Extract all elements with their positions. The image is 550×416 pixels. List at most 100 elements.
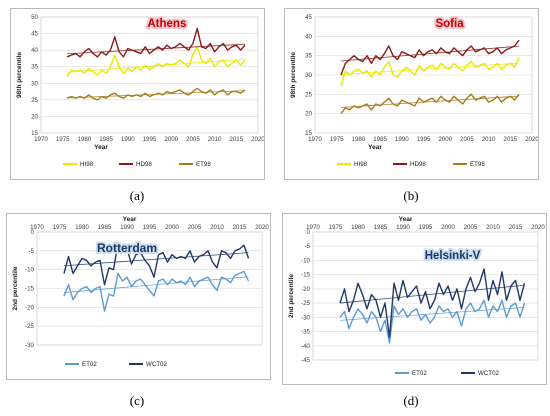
x-tick-label: 2015	[509, 224, 523, 231]
y-axis-label: 2nd percentile	[288, 274, 295, 318]
series-line-hd98	[340, 39, 520, 76]
y-tick-label: -40	[301, 343, 311, 350]
x-tick-label: 1990	[121, 136, 135, 143]
trend-line-et98	[341, 95, 520, 108]
x-tick-label: 1975	[329, 224, 343, 231]
y-tick-label: -5	[28, 248, 34, 255]
x-tick-label: 1970	[34, 136, 48, 143]
x-tick-label: 1980	[78, 136, 92, 143]
chart-panel-rotterdam: 0 -5 -10 -15 -20 -25 -30 1970 1975 1980 1985 1990 19…	[6, 213, 271, 380]
trend-line-et02	[339, 307, 525, 321]
y-tick-label: 25	[305, 91, 312, 98]
series-line-et98	[340, 93, 520, 115]
y-tick-label: 35	[31, 64, 38, 71]
y-tick-label: 45	[305, 14, 312, 21]
legend-label: HI98	[80, 161, 94, 168]
caption-a: (a)	[129, 188, 145, 203]
legend-label: HD98	[410, 161, 426, 168]
x-tick-label: 2000	[441, 224, 455, 231]
y-tick-label: 25	[31, 97, 38, 104]
x-tick-label: 1990	[120, 224, 134, 231]
chart-svg-2: 0 -5 -10 -15 -20 -25 -30 1970 1975 1980 1985 1990 19…	[12, 216, 269, 368]
y-tick-label: -15	[25, 286, 35, 293]
x-tick-label: 1975	[330, 136, 344, 143]
y-tick-label: -15	[301, 272, 311, 279]
y-tick-label: -35	[301, 329, 311, 336]
x-tick-label: 2020	[531, 224, 545, 231]
chart-title-halo: Rotterdam	[97, 241, 157, 255]
y-tick-label: 20	[305, 111, 312, 118]
y-tick-label: -30	[25, 342, 35, 349]
x-tick-label: 1975	[56, 136, 70, 143]
legend-label: WCT02	[146, 361, 168, 368]
legend-label: ET98	[196, 161, 211, 168]
x-tick-label: 1975	[53, 224, 67, 231]
trend-line-hi98	[341, 62, 520, 75]
y-tick-label: 20	[31, 113, 38, 120]
y-tick-label: 40	[305, 33, 312, 40]
x-axis-label: Year	[368, 144, 382, 151]
y-tick-label: 45	[31, 31, 38, 38]
series-line-wct02	[339, 268, 526, 338]
x-tick-label: 1985	[373, 136, 387, 143]
chart-title: Sofia	[435, 18, 464, 30]
series-line-hi98	[340, 57, 520, 87]
y-tick-label: 0	[31, 229, 35, 236]
trend-line-wct02	[339, 284, 525, 304]
x-tick-label: 2020	[255, 224, 269, 231]
x-tick-label: 2015	[233, 224, 247, 231]
y-tick-label: -10	[301, 257, 311, 264]
x-tick-label: 2005	[188, 224, 202, 231]
y-tick-label: -20	[25, 304, 35, 311]
trend-line-hi98	[67, 58, 246, 73]
y-tick-label: 15	[305, 130, 312, 137]
x-axis-label: Year	[399, 216, 413, 223]
x-tick-label: 2010	[208, 136, 222, 143]
y-tick-label: -20	[301, 286, 311, 293]
x-tick-label: 2010	[482, 136, 496, 143]
y-tick-label: -30	[301, 314, 311, 321]
caption-c: (c)	[129, 393, 145, 408]
legend-label: HD98	[136, 161, 152, 168]
x-tick-label: 1980	[352, 136, 366, 143]
chart-svg-0: 15 20 25 30 35 40 45 50 1970 1975 1980 1985 1990 1995…	[16, 14, 264, 168]
y-tick-label: 30	[305, 72, 312, 79]
x-tick-label: 1985	[374, 224, 388, 231]
x-tick-label: 1990	[395, 136, 409, 143]
chart-title: Athens	[147, 18, 186, 30]
y-tick-label: -45	[301, 357, 311, 364]
chart-title-halo: Sofia	[435, 18, 464, 30]
x-tick-label: 1985	[98, 224, 112, 231]
x-tick-label: 2010	[210, 224, 224, 231]
trend-line-wct02	[63, 252, 249, 267]
legend-label: ET98	[470, 161, 485, 168]
x-tick-label: 2000	[164, 136, 178, 143]
trend-line-hd98	[67, 43, 246, 55]
x-tick-label: 2000	[165, 224, 179, 231]
y-axis-label: 98th percentile	[290, 52, 297, 98]
x-tick-label: 2000	[438, 136, 452, 143]
x-tick-label: 1995	[417, 136, 431, 143]
x-tick-label: 1985	[99, 136, 113, 143]
y-tick-label: -25	[25, 323, 35, 330]
y-axis-label: 2nd percentile	[12, 266, 19, 310]
x-tick-label: 1970	[306, 224, 320, 231]
chart-svg-1: 15 20 25 30 35 40 45 1970 1975 1980 1985 1990 1995 20…	[290, 14, 538, 168]
x-tick-label: 1995	[419, 224, 433, 231]
x-tick-label: 1970	[308, 136, 322, 143]
x-tick-label: 1995	[143, 224, 157, 231]
x-tick-label: 2020	[525, 136, 538, 143]
chart-title: Helsinki-V	[425, 250, 481, 262]
y-tick-label: 0	[307, 229, 311, 236]
series-line-et02	[339, 299, 526, 344]
x-axis-label: Year	[123, 216, 137, 223]
x-tick-label: 1970	[30, 224, 44, 231]
caption-b: (b)	[403, 188, 419, 203]
chart-title-halo: Athens	[147, 18, 186, 30]
trend-line-et02	[63, 276, 249, 293]
y-tick-label: 40	[31, 47, 38, 54]
x-tick-label: 2020	[251, 136, 264, 143]
y-tick-label: -25	[301, 300, 311, 307]
x-tick-label: 1995	[143, 136, 157, 143]
legend-label: ET02	[412, 370, 427, 377]
